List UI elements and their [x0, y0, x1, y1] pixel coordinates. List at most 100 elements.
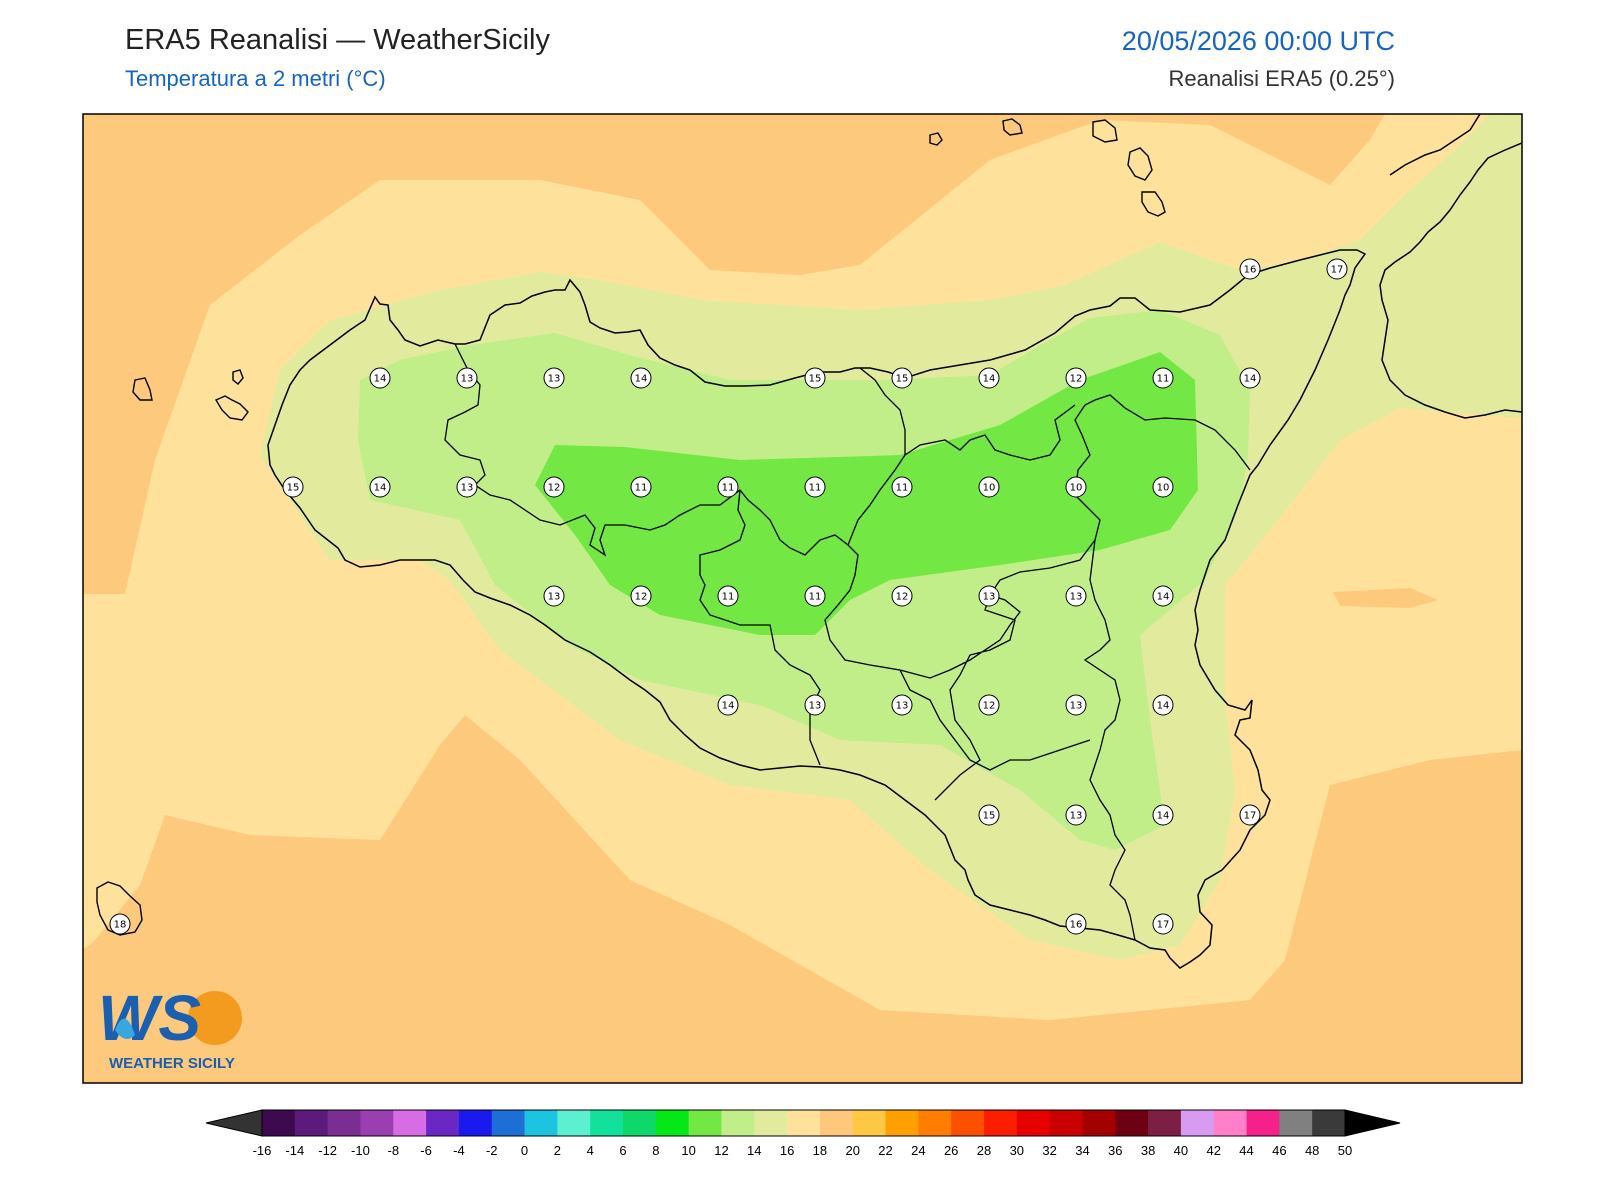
colorbar-cell: [491, 1110, 526, 1136]
station-value-label: 14: [1152, 694, 1174, 716]
colorbar-cell: [557, 1110, 591, 1136]
station-value-label: 15: [978, 804, 1000, 826]
islands: [96, 118, 1166, 936]
station-marker: [1152, 367, 1174, 389]
station-value-label: 15: [282, 476, 304, 498]
colorbar-cell: [458, 1110, 493, 1136]
station-value-text: 10: [983, 483, 996, 494]
station-value-text: 17: [1157, 920, 1170, 931]
station-value-text: 11: [722, 592, 735, 603]
colorbar-cell: [1115, 1110, 1149, 1136]
station-marker: [1065, 585, 1087, 607]
station-value-label: 13: [456, 367, 478, 389]
temperature-band-12: [535, 352, 1198, 635]
station-value-label: 14: [369, 476, 391, 498]
station-value-text: 14: [1157, 811, 1170, 822]
station-value-label: 14: [1239, 367, 1261, 389]
station-value-text: 11: [722, 483, 735, 494]
colorbar-tick-label: 28: [977, 1143, 991, 1158]
station-value-text: 11: [809, 592, 822, 603]
station-value-label: 17: [1152, 913, 1174, 935]
valid-datetime: 20/05/2026 00:00 UTC: [1121, 26, 1395, 56]
colorbar-cell: [1049, 1110, 1083, 1136]
colorbar-cell: [524, 1110, 558, 1136]
station-value-label: 10: [1152, 476, 1174, 498]
map-title: ERA5 Reanalisi — WeatherSicily: [125, 24, 550, 56]
station-value-text: 17: [1244, 811, 1257, 822]
station-value-label: 11: [717, 476, 739, 498]
colorbar-tick-label: 32: [1042, 1143, 1056, 1158]
colorbar-frame: [261, 1109, 1346, 1137]
colorbar-tick-label: 12: [714, 1143, 728, 1158]
station-value-label: 14: [1152, 804, 1174, 826]
map-frame: [82, 113, 1523, 1084]
station-value-text: 13: [809, 701, 822, 712]
colorbar-cell: [688, 1110, 722, 1136]
station-marker: [1239, 367, 1261, 389]
station-value-label: 14: [369, 367, 391, 389]
colorbar-cell: [787, 1110, 821, 1136]
colorbar-cell: [1246, 1110, 1280, 1136]
station-marker: [543, 585, 565, 607]
station-value-text: 14: [374, 374, 387, 385]
colorbar-cell: [623, 1110, 657, 1136]
colorbar-tick-label: 30: [1010, 1143, 1024, 1158]
data-source: Reanalisi ERA5 (0.25°): [1168, 66, 1395, 91]
station-value-label: 13: [804, 694, 826, 716]
station-value-label: 14: [717, 694, 739, 716]
colorbar-tick-label: 34: [1075, 1143, 1089, 1158]
station-value-label: 13: [456, 476, 478, 498]
colorbar-cell: [984, 1110, 1018, 1136]
colorbar-tick-label: 26: [944, 1143, 958, 1158]
station-value-text: 16: [1070, 920, 1083, 931]
station-marker: [978, 585, 1000, 607]
weathersicily-logo: WS WEATHER SICILY: [98, 982, 242, 1072]
station-value-label: 14: [978, 367, 1000, 389]
colorbar-over-arrow: [1344, 1109, 1401, 1137]
colorbar-cell: [360, 1110, 394, 1136]
water-drop-icon: [115, 1018, 135, 1039]
colorbar-cell: [1148, 1110, 1182, 1136]
station-value-text: 13: [1070, 811, 1083, 822]
sicily-coastline: [267, 249, 1367, 969]
station-value-text: 12: [635, 592, 648, 603]
colorbar-cell: [754, 1110, 788, 1136]
station-value-label: 16: [1239, 258, 1261, 280]
station-value-text: 11: [809, 483, 822, 494]
colorbar-cell: [885, 1110, 919, 1136]
station-value-label: 17: [1326, 258, 1348, 280]
station-marker: [1152, 585, 1174, 607]
station-value-label: 11: [804, 585, 826, 607]
station-value-label: 15: [804, 367, 826, 389]
colorbar-cell: [1312, 1110, 1346, 1136]
station-marker: [978, 694, 1000, 716]
colorbar-tick-label: 40: [1174, 1143, 1188, 1158]
station-value-text: 13: [983, 592, 996, 603]
station-value-label: 13: [1065, 804, 1087, 826]
colorbar-cell: [393, 1110, 427, 1136]
sun-icon: [188, 991, 242, 1045]
station-marker: [717, 694, 739, 716]
station-value-text: 13: [896, 701, 909, 712]
station-marker: [1152, 476, 1174, 498]
colorbar-tick-label: 42: [1206, 1143, 1220, 1158]
station-value-text: 14: [374, 483, 387, 494]
colorbar-tick-label: -10: [351, 1143, 370, 1158]
warm-tongue: [1333, 588, 1438, 608]
map-subtitle: Temperatura a 2 metri (°C): [125, 66, 386, 91]
colorbar-tick-label: -6: [420, 1143, 432, 1158]
station-value-label: 17: [1239, 804, 1261, 826]
station-value-text: 10: [1157, 483, 1170, 494]
station-value-text: 10: [1070, 483, 1083, 494]
station-value-text: 14: [1157, 592, 1170, 603]
ustica-island: [929, 132, 943, 146]
salina-island: [1092, 119, 1118, 143]
station-marker: [1065, 367, 1087, 389]
province-boundaries: [444, 343, 1251, 941]
colorbar-cell: [294, 1110, 329, 1136]
station-value-label: 11: [804, 476, 826, 498]
station-labels: 14 13 13 14 15 15 14 12 11 14 15 14 13 12 11 11 11 11 10 10…: [109, 258, 1348, 935]
station-marker: [804, 694, 826, 716]
station-value-text: 13: [461, 374, 474, 385]
station-value-label: 16: [1065, 913, 1087, 935]
